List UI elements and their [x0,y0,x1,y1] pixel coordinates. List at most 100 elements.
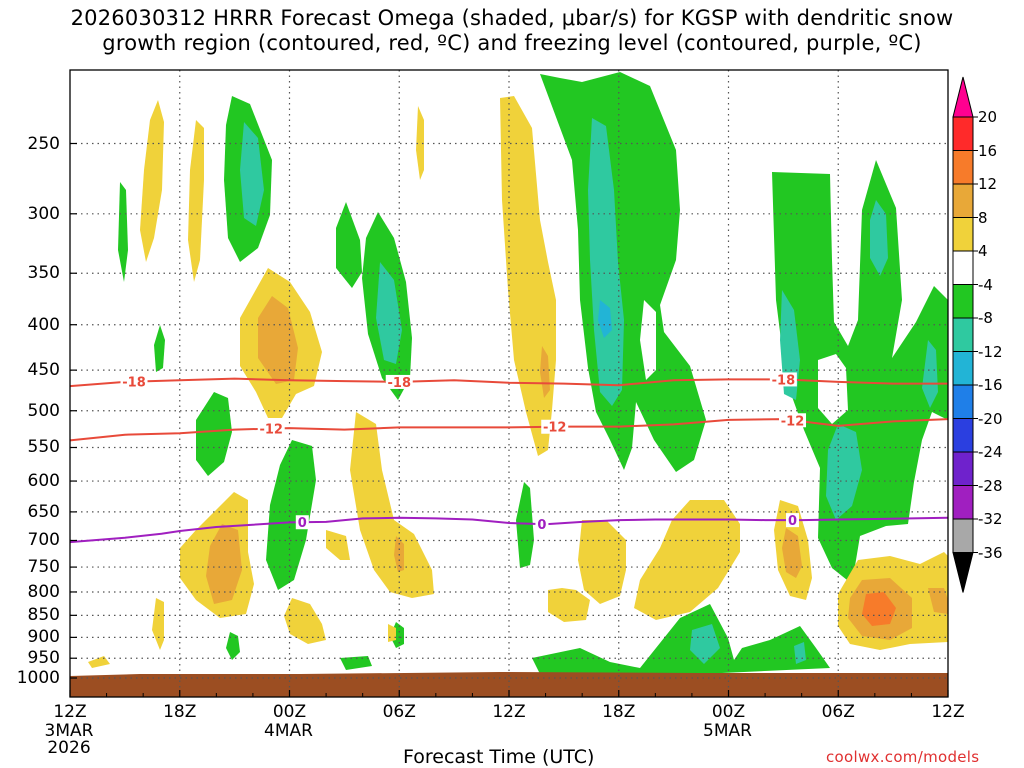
omega-sinking-region [862,592,896,626]
x-tick-label: 12Z [53,702,87,722]
omega-rising-region [540,72,706,472]
colorbar-swatch [952,384,974,419]
omega-rising-region [336,202,362,288]
colorbar-label: -36 [978,543,1003,562]
x-date-label: 5MAR [703,721,752,741]
omega-sinking-region [258,296,298,384]
omega-rising-region [532,604,830,674]
omega-sinking-region [350,412,434,598]
omega-sinking-region [284,598,326,644]
omega-rising-region [598,300,612,338]
omega-shading [88,72,948,674]
colorbar-swatch [952,317,974,352]
omega-sinking-region [548,588,590,622]
y-tick-label: 350 [27,263,60,284]
contour-freezing [69,516,949,544]
x-tick-label: 00Z [711,702,746,722]
omega-sinking-region [634,500,740,620]
contour-label: -18 [122,376,146,391]
contour-label-bg [120,374,148,389]
y-tick-label: 950 [27,648,60,669]
x-axis-title: Forecast Time (UTC) [403,746,595,768]
omega-neutral-hole [818,354,848,424]
contour-label-bg [257,421,285,436]
x-date-label: 3MAR [44,721,94,741]
axis-ticks [69,142,949,697]
omega-sinking-region [540,346,550,398]
omega-rising-region [588,118,624,406]
x-tick-label: 12Z [931,702,965,722]
colorbar-swatch [952,552,974,593]
omega-rising-region [794,642,806,664]
x-tick-label: 18Z [602,702,636,722]
omega-rising-region [118,182,128,282]
omega-sinking-region [326,530,350,560]
credit-link[interactable]: coolwx.com/models [826,748,980,766]
y-tick-label: 850 [27,605,60,626]
colorbar-swatch [952,76,974,118]
colorbar-label: -24 [978,443,1003,461]
colorbar-swatch [952,451,974,486]
colorbar-swatch [952,217,974,252]
contour-label: 0 [537,518,546,533]
omega-rising-region [870,200,888,276]
colorbar-swatch [952,485,974,520]
y-tick-label: 450 [27,360,60,381]
y-tick-label: 650 [27,501,60,522]
x-tick-label: 00Z [272,702,307,722]
omega-rising-region [266,440,316,590]
omega-sinking-region [188,120,204,282]
colorbar-swatch [952,351,974,386]
contour-label-bg [385,374,413,389]
omega-neutral-hole [640,300,656,380]
colorbar-label: -4 [978,275,993,294]
contour-label-bg [769,372,797,387]
chart-title: 2026030312 HRRR Forecast Omega (shaded, … [0,6,1024,56]
y-tick-label: 600 [27,471,60,492]
contour-label-bg [786,513,800,528]
colorbar-label: -20 [978,409,1003,428]
omega-rising-region [516,482,534,568]
contour-label-bg [779,413,807,428]
contour-label: 0 [788,514,797,529]
omega-rising-region [226,632,240,660]
colorbar-swatch [952,183,974,218]
colorbar-label: 12 [978,175,998,193]
colorbar-label: 8 [978,208,988,227]
colorbar-label: 20 [978,108,998,126]
x-tick-label: 18Z [163,702,197,722]
colorbar-swatch [952,150,974,185]
y-tick-label: 500 [27,400,60,421]
chart-grid [70,70,948,697]
omega-sinking-region [500,96,556,456]
omega-sinking-region [416,106,424,180]
contour-label: -12 [543,421,567,436]
x-date-label: 2026 [47,738,91,758]
y-tick-label: 1000 [16,668,60,688]
contour-label-bg [295,515,309,530]
colorbar-swatch [952,418,974,453]
y-tick-label: 300 [27,203,60,224]
y-tick-label: 550 [27,437,60,458]
omega-sinking-region [206,524,242,604]
colorbar-label: -8 [978,309,993,327]
colorbar-label: 4 [978,242,988,260]
colorbar-swatch [952,116,974,151]
contour-label: -12 [259,423,283,438]
colorbar-label: -12 [978,342,1003,361]
y-tick-label: 900 [27,627,60,648]
y-tick-label: 750 [27,557,60,578]
omega-rising-region [154,325,165,372]
contour-label-bg [541,419,569,434]
colorbar-swatch [952,518,974,553]
colorbar-label: -16 [978,376,1003,394]
omega-sinking-region [140,100,164,262]
contour-minus18 [69,377,948,388]
x-tick-label: 06Z [821,702,855,722]
colorbar-swatch [952,250,974,285]
y-tick-label: 800 [27,581,60,602]
contour-label-bg [535,517,549,532]
omega-rising-region [340,656,372,670]
colorbar-label: -28 [978,476,1003,495]
